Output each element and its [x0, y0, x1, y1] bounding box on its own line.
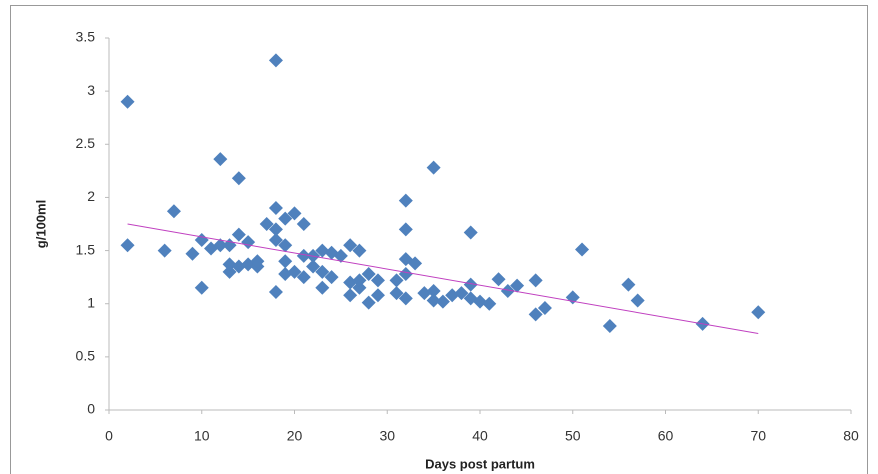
point — [231, 259, 246, 274]
point — [268, 232, 283, 247]
point — [157, 243, 172, 258]
point — [278, 266, 293, 281]
point — [398, 193, 413, 208]
point — [389, 273, 404, 288]
y-tick-label: 1.5 — [76, 241, 96, 257]
point — [315, 280, 330, 295]
y-tick-label: 2 — [87, 188, 95, 204]
point — [296, 270, 311, 285]
y-tick-label: 2.5 — [76, 135, 96, 151]
point — [408, 256, 423, 271]
point — [361, 295, 376, 310]
point — [417, 286, 432, 301]
point — [306, 259, 321, 274]
x-tick-label: 40 — [472, 428, 488, 444]
point — [222, 257, 237, 272]
point — [287, 206, 302, 221]
point — [445, 288, 460, 303]
point — [278, 211, 293, 226]
point — [343, 275, 358, 290]
x-tick-label: 60 — [658, 428, 674, 444]
point — [621, 277, 636, 292]
point — [194, 232, 209, 247]
point — [315, 243, 330, 258]
point — [333, 248, 348, 263]
point — [185, 246, 200, 261]
point — [268, 285, 283, 300]
point — [463, 225, 478, 240]
point — [231, 227, 246, 242]
point — [231, 171, 246, 186]
x-axis-title: Days post partum — [425, 456, 535, 471]
point — [268, 222, 283, 237]
point — [343, 238, 358, 253]
y-tick-label: 0.5 — [76, 348, 96, 364]
point — [426, 283, 441, 298]
point — [352, 243, 367, 258]
point — [222, 264, 237, 279]
point — [352, 273, 367, 288]
point — [473, 294, 487, 309]
x-tick-label: 80 — [843, 428, 859, 444]
point — [213, 238, 228, 253]
point — [268, 53, 283, 68]
point — [296, 248, 311, 263]
point — [500, 283, 515, 298]
y-tick-label: 3 — [87, 82, 95, 98]
x-tick-label: 20 — [287, 428, 303, 444]
point — [398, 266, 413, 281]
point — [482, 296, 497, 311]
point — [575, 242, 590, 257]
point — [287, 264, 302, 279]
point — [259, 217, 274, 231]
point — [370, 288, 385, 303]
x-tick-label: 70 — [750, 428, 766, 444]
point — [278, 254, 293, 269]
point — [296, 217, 311, 231]
point — [463, 277, 478, 292]
y-tick-label: 1 — [87, 294, 95, 310]
point — [120, 238, 135, 253]
point — [166, 204, 181, 219]
point — [398, 222, 413, 237]
point — [250, 254, 265, 269]
y-tick-label: 0 — [87, 401, 95, 417]
point — [630, 293, 645, 308]
point — [537, 300, 552, 315]
point — [268, 201, 283, 216]
trendline — [127, 223, 759, 334]
point — [361, 266, 376, 281]
x-tick-label: 10 — [194, 428, 210, 444]
point — [602, 319, 617, 334]
point — [120, 94, 135, 109]
point — [222, 238, 237, 253]
chart-border — [10, 5, 868, 474]
point — [213, 152, 228, 167]
point — [426, 293, 441, 308]
x-tick-label: 0 — [105, 428, 113, 444]
y-axis-title: g/100ml — [33, 200, 48, 248]
point — [435, 294, 450, 309]
point — [352, 280, 367, 295]
point — [528, 307, 543, 322]
point — [426, 160, 441, 175]
point — [528, 273, 543, 288]
point — [343, 288, 358, 303]
x-tick-label: 50 — [565, 428, 581, 444]
point — [398, 291, 413, 306]
point — [510, 278, 525, 293]
point — [194, 280, 209, 295]
point — [454, 286, 469, 301]
point — [751, 305, 766, 320]
x-tick-label: 30 — [379, 428, 395, 444]
point — [370, 273, 385, 288]
point — [491, 272, 506, 287]
point — [278, 238, 293, 253]
y-tick-label: 3.5 — [76, 29, 96, 45]
point — [389, 286, 404, 301]
point — [315, 264, 330, 279]
point — [324, 270, 339, 285]
